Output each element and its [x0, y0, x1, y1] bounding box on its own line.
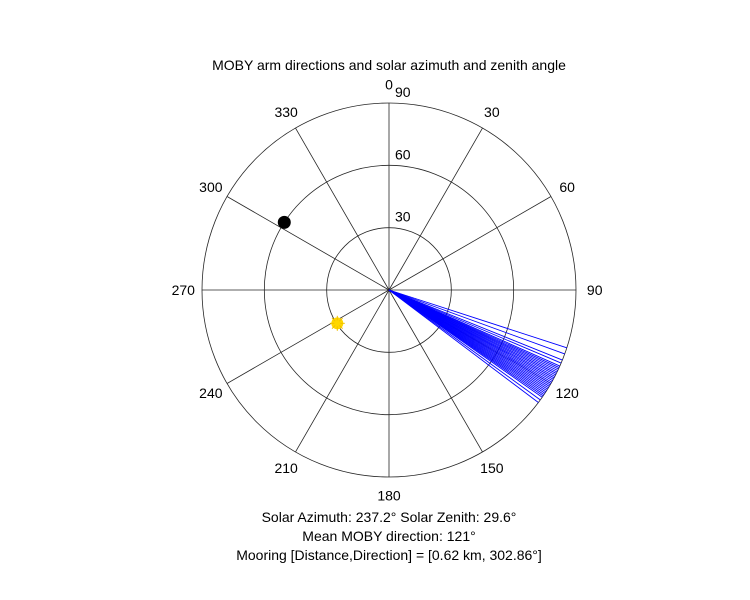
- theta-tick-label: 150: [480, 460, 504, 476]
- theta-tick-label: 330: [274, 104, 298, 120]
- arm-direction-line: [388, 289, 565, 355]
- r-tick-label: 60: [395, 146, 411, 162]
- theta-tick-label: 120: [555, 385, 579, 401]
- theta-tick-label: 0: [385, 76, 393, 92]
- polar-data: [277, 215, 567, 403]
- arm-direction-line: [388, 289, 563, 361]
- arm-direction-line: [388, 289, 539, 403]
- sun-ray: [331, 325, 336, 329]
- arm-direction-line: [388, 289, 562, 364]
- grid-spoke: [295, 289, 390, 453]
- r-tick-label: 90: [395, 84, 411, 100]
- grid-spoke: [226, 289, 390, 384]
- mooring-marker: [277, 215, 291, 229]
- arm-direction-line: [388, 289, 567, 349]
- theta-tick-label: 180: [377, 488, 401, 504]
- theta-tick-label: 90: [587, 282, 603, 298]
- grid-spoke: [226, 196, 390, 291]
- theta-tick-label: 300: [199, 179, 223, 195]
- theta-tick-label: 240: [199, 385, 223, 401]
- polar-labels: 0 30 60 90 120 150 180 210 240 270 300 330 30 60 90: [172, 76, 603, 503]
- grid-spoke: [388, 289, 483, 453]
- arm-direction-line: [388, 289, 543, 398]
- theta-tick-label: 30: [484, 104, 500, 120]
- sun-ray: [331, 317, 336, 322]
- mooring-caption: Mooring [Distance,Direction] = [0.62 km,…: [236, 547, 542, 563]
- grid-spoke: [295, 127, 390, 291]
- r-tick-label: 30: [395, 209, 411, 225]
- theta-tick-label: 60: [559, 179, 575, 195]
- theta-tick-label: 270: [172, 282, 196, 298]
- solar-caption: Solar Azimuth: 237.2° Solar Zenith: 29.6…: [261, 509, 517, 525]
- chart-title: MOBY arm directions and solar azimuth an…: [212, 57, 566, 73]
- sun-ray: [339, 317, 343, 322]
- grid-spoke: [388, 196, 552, 291]
- theta-tick-label: 210: [274, 460, 298, 476]
- sun-ray: [339, 325, 343, 329]
- arm-direction-line: [388, 289, 541, 401]
- mean-direction-caption: Mean MOBY direction: 121°: [302, 528, 476, 544]
- grid-spoke: [388, 127, 483, 291]
